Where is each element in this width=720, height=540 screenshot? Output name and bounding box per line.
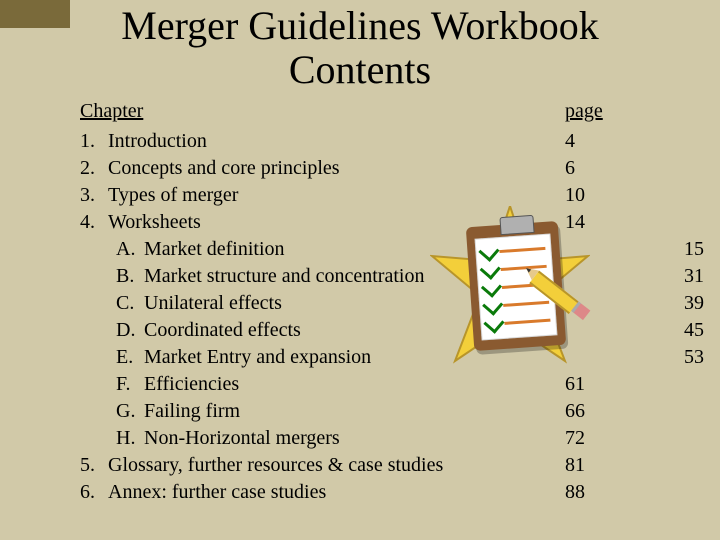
toc-row: 4.Worksheets14 bbox=[80, 209, 700, 236]
toc-number: 6. bbox=[80, 479, 108, 506]
toc-number: F. bbox=[116, 371, 144, 398]
toc-label: Non-Horizontal mergers bbox=[144, 425, 340, 452]
toc-label: Market definition bbox=[144, 236, 285, 263]
toc-page: 81 bbox=[565, 452, 585, 479]
toc-number: 3. bbox=[80, 182, 108, 209]
toc-row: 2.Concepts and core principles 6 bbox=[80, 155, 700, 182]
toc-page: 72 bbox=[565, 425, 585, 452]
toc-label: Introduction bbox=[108, 128, 207, 155]
toc-number: 4. bbox=[80, 209, 108, 236]
toc-page: 39 bbox=[684, 290, 704, 317]
toc-number: B. bbox=[116, 263, 144, 290]
toc-number: E. bbox=[116, 344, 144, 371]
toc-label: Coordinated effects bbox=[144, 317, 301, 344]
toc-row: B.Market structure and concentration31 bbox=[80, 263, 700, 290]
toc-label: Failing firm bbox=[144, 398, 240, 425]
toc-row: C.Unilateral effects39 bbox=[80, 290, 700, 317]
toc-label: Market structure and concentration bbox=[144, 263, 424, 290]
column-header-page: page bbox=[565, 100, 603, 123]
toc-row: 6.Annex: further case studies 88 bbox=[80, 479, 700, 506]
toc-number: D. bbox=[116, 317, 144, 344]
toc-row: 5.Glossary, further resources & case stu… bbox=[80, 452, 700, 479]
toc-number: 2. bbox=[80, 155, 108, 182]
toc-number: C. bbox=[116, 290, 144, 317]
toc-row: 3.Types of merger 10 bbox=[80, 182, 700, 209]
toc-row: H.Non-Horizontal mergers 72 bbox=[80, 425, 700, 452]
toc-page: 6 bbox=[565, 155, 575, 182]
toc-page: 88 bbox=[565, 479, 585, 506]
slide-title: Merger Guidelines Workbook Contents bbox=[60, 4, 660, 92]
toc-row: E.Market Entry and expansion53 bbox=[80, 344, 700, 371]
toc-page: 45 bbox=[684, 317, 704, 344]
toc-number: H. bbox=[116, 425, 144, 452]
clip-icon bbox=[499, 215, 534, 235]
toc-number: A. bbox=[116, 236, 144, 263]
toc-page: 10 bbox=[565, 182, 585, 209]
clipart-checklist bbox=[430, 206, 590, 376]
toc-page: 15 bbox=[684, 236, 704, 263]
title-line-2: Contents bbox=[289, 47, 431, 92]
toc-label: Glossary, further resources & case studi… bbox=[108, 452, 443, 479]
toc-label: Annex: further case studies bbox=[108, 479, 326, 506]
toc-page: 4 bbox=[565, 128, 575, 155]
title-line-1: Merger Guidelines Workbook bbox=[121, 3, 598, 48]
toc-label: Concepts and core principles bbox=[108, 155, 340, 182]
toc-label: Market Entry and expansion bbox=[144, 344, 371, 371]
toc-row: G.Failing firm 66 bbox=[80, 398, 700, 425]
table-of-contents: 1.Introduction42.Concepts and core princ… bbox=[80, 128, 700, 506]
toc-page: 53 bbox=[684, 344, 704, 371]
toc-page: 66 bbox=[565, 398, 585, 425]
toc-row: A.Market definition15 bbox=[80, 236, 700, 263]
toc-row: 1.Introduction 4 bbox=[80, 128, 700, 155]
toc-number: 1. bbox=[80, 128, 108, 155]
toc-page: 31 bbox=[684, 263, 704, 290]
toc-label: Types of merger bbox=[108, 182, 238, 209]
toc-label: Worksheets bbox=[108, 209, 201, 236]
toc-label: Efficiencies bbox=[144, 371, 239, 398]
toc-row: D.Coordinated effects45 bbox=[80, 317, 700, 344]
toc-label: Unilateral effects bbox=[144, 290, 282, 317]
slide: Merger Guidelines Workbook Contents Chap… bbox=[0, 0, 720, 540]
toc-number: 5. bbox=[80, 452, 108, 479]
column-header-chapter: Chapter bbox=[80, 100, 143, 123]
toc-number: G. bbox=[116, 398, 144, 425]
toc-row: F.Efficiencies61 bbox=[80, 371, 700, 398]
